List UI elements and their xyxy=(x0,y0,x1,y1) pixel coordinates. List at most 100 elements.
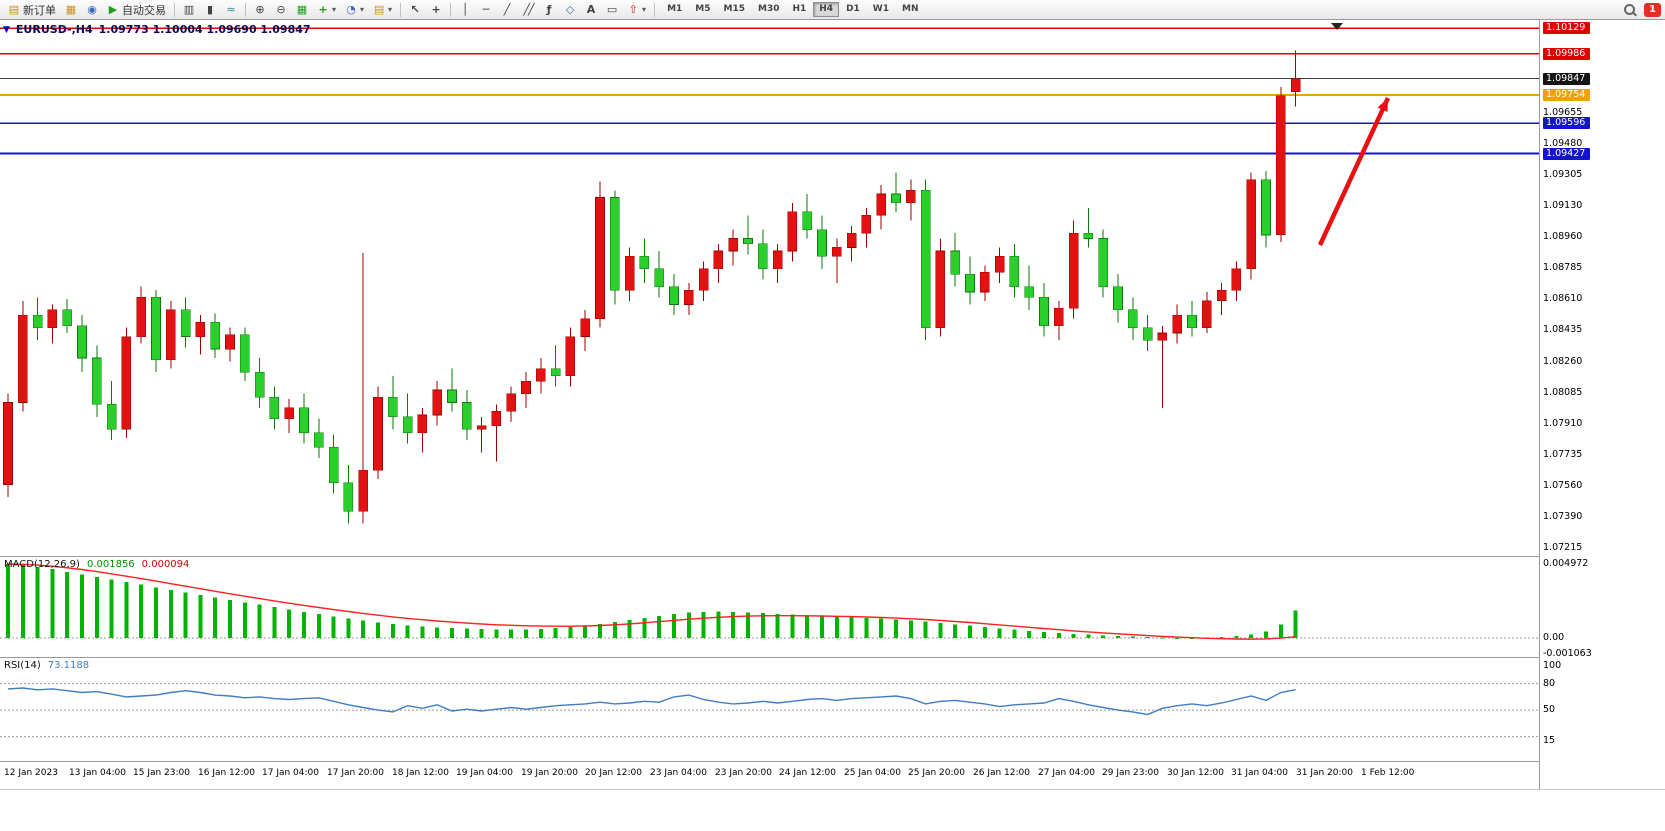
candlestick-chart[interactable] xyxy=(0,20,1539,556)
macd-histogram-bar xyxy=(464,628,469,638)
time-axis-label: 15 Jan 23:00 xyxy=(133,768,190,778)
macd-axis-label: 0.00 xyxy=(1543,632,1565,643)
macd-histogram-bar xyxy=(405,625,410,638)
candle-body xyxy=(269,396,280,419)
shapes-tool-button[interactable]: ◇ xyxy=(560,1,580,18)
cursor-tool-button[interactable]: ↖ xyxy=(405,1,425,18)
arrows-tool-button[interactable]: ⇧ ▾ xyxy=(623,1,650,18)
candle-body xyxy=(47,309,58,328)
macd-histogram-bar xyxy=(168,590,173,638)
bar-chart-mode-button[interactable]: ▥ xyxy=(179,1,199,18)
toolbar-separator xyxy=(245,2,246,17)
time-axis[interactable]: 12 Jan 2023 13 Jan 04:00 15 Jan 23:00 16 Ja… xyxy=(0,762,1539,789)
label-tool-button[interactable]: ▭ xyxy=(602,1,622,18)
crosshair-tool-button[interactable]: + xyxy=(426,1,446,18)
candle-body xyxy=(210,321,220,350)
indicators-button[interactable]: + ▾ xyxy=(313,1,340,18)
macd-histogram-bar xyxy=(746,612,750,638)
timeframe-d1-button[interactable]: D1 xyxy=(840,2,866,17)
candle-body xyxy=(1009,256,1020,287)
rsi-panel[interactable]: RSI(14) 73.1188 xyxy=(0,658,1539,761)
channel-tool-button[interactable]: ╱╱ xyxy=(518,1,538,18)
panel-divider xyxy=(0,657,1665,658)
search-button[interactable] xyxy=(1620,1,1639,18)
notification-badge[interactable]: 1 xyxy=(1644,2,1661,17)
fibonacci-tool-button[interactable]: ƒ xyxy=(539,1,559,18)
timeframe-m15-button[interactable]: M15 xyxy=(718,2,751,17)
macd-histogram-bar xyxy=(124,582,129,638)
timeframe-h1-button[interactable]: H1 xyxy=(786,2,812,17)
timeframe-h4-button[interactable]: H4 xyxy=(813,2,840,17)
candlestick-mode-button[interactable]: ▮ xyxy=(200,1,220,18)
templates-button[interactable]: ▤ ▾ xyxy=(369,1,396,18)
candle-body xyxy=(905,190,916,204)
macd-histogram-bar xyxy=(953,624,958,638)
level-price-tag: 1.09596 xyxy=(1543,117,1590,129)
horizontal-line-tool-button[interactable]: ─ xyxy=(476,1,496,18)
text-tool-button[interactable]: A xyxy=(581,1,601,18)
charts-profile-button[interactable]: ▦ xyxy=(61,1,81,18)
template-icon: ▤ xyxy=(373,3,385,16)
arrow-annotation[interactable] xyxy=(1317,97,1391,246)
rsi-value: 73.1188 xyxy=(47,660,90,671)
tile-windows-button[interactable]: ▦ xyxy=(292,1,312,18)
alerts-button[interactable]: ◉ xyxy=(82,1,102,18)
price-tick-label: 1.08960 xyxy=(1543,231,1583,242)
periods-button[interactable]: ◔ ▾ xyxy=(341,1,368,18)
macd-histogram-bar xyxy=(1234,635,1239,638)
level-price-tag: 1.09754 xyxy=(1543,89,1590,101)
new-order-label: 新订单 xyxy=(23,3,56,17)
zoom-out-button[interactable]: ⊖ xyxy=(271,1,291,18)
price-tick-label: 1.08785 xyxy=(1543,262,1583,273)
line-chart-mode-button[interactable]: ≈ xyxy=(221,1,241,18)
macd-histogram-bar xyxy=(894,619,898,638)
macd-histogram-bar xyxy=(213,597,218,638)
timeframe-m30-button[interactable]: M30 xyxy=(752,2,785,17)
candle-body xyxy=(136,297,146,337)
timeframe-m1-button[interactable]: M1 xyxy=(661,2,688,17)
trendline-tool-button[interactable]: ╱ xyxy=(497,1,517,18)
toolbar-separator xyxy=(174,2,175,17)
candle-body xyxy=(994,256,1005,273)
search-icon xyxy=(1624,4,1636,15)
candle-body xyxy=(447,389,457,403)
clock-icon: ◔ xyxy=(346,3,356,16)
candle-body xyxy=(595,197,605,319)
price-tick-label: 1.07560 xyxy=(1543,480,1583,491)
level-price-tag: 1.09986 xyxy=(1543,48,1590,60)
macd-histogram-bar xyxy=(790,614,795,638)
macd-histogram-bar xyxy=(982,627,987,638)
new-order-button[interactable]: ▤ 新订单 xyxy=(4,1,60,18)
timeframe-m5-button[interactable]: M5 xyxy=(689,2,716,17)
timeframe-mn-button[interactable]: MN xyxy=(896,2,925,17)
macd-histogram-bar xyxy=(686,612,691,638)
macd-panel[interactable]: MACD(12,26,9) 0.001856 0.000094 xyxy=(0,557,1539,657)
rsi-axis-label: 100 xyxy=(1543,660,1562,671)
macd-histogram-bar xyxy=(716,611,721,638)
candle-body xyxy=(432,389,443,416)
macd-axis-label: -0.001063 xyxy=(1543,648,1592,659)
candle-body xyxy=(1246,179,1256,270)
vertical-line-tool-button[interactable]: │ xyxy=(455,1,475,18)
macd-histogram-bar xyxy=(287,609,292,638)
time-axis-label: 13 Jan 04:00 xyxy=(69,768,126,778)
price-tick-label: 1.08085 xyxy=(1543,387,1583,398)
candle-body xyxy=(1113,286,1123,311)
macd-histogram-bar xyxy=(598,624,602,638)
macd-histogram-bar xyxy=(775,613,780,638)
auto-trading-button[interactable]: ▶ 自动交易 xyxy=(103,1,170,18)
macd-histogram-bar xyxy=(1249,634,1254,638)
candle-body xyxy=(876,193,887,216)
macd-histogram-bar xyxy=(272,607,277,638)
candle-body xyxy=(891,193,901,204)
main-chart-panel[interactable]: ▼ EURUSD-,H4 1.09773 1.10004 1.09690 1.0… xyxy=(0,20,1539,556)
zoom-in-button[interactable]: ⊕ xyxy=(250,1,270,18)
timeframe-w1-button[interactable]: W1 xyxy=(867,2,895,17)
panel-divider xyxy=(0,761,1665,762)
candle-body xyxy=(713,250,724,270)
candle-body xyxy=(240,334,250,373)
candle-body xyxy=(1024,286,1034,298)
price-axis[interactable]: 1.09655 1.09480 1.09305 1.09130 1.08960 1.087… xyxy=(1539,20,1665,789)
collapse-icon[interactable]: ▼ xyxy=(3,24,10,35)
candle-body xyxy=(1187,314,1197,329)
